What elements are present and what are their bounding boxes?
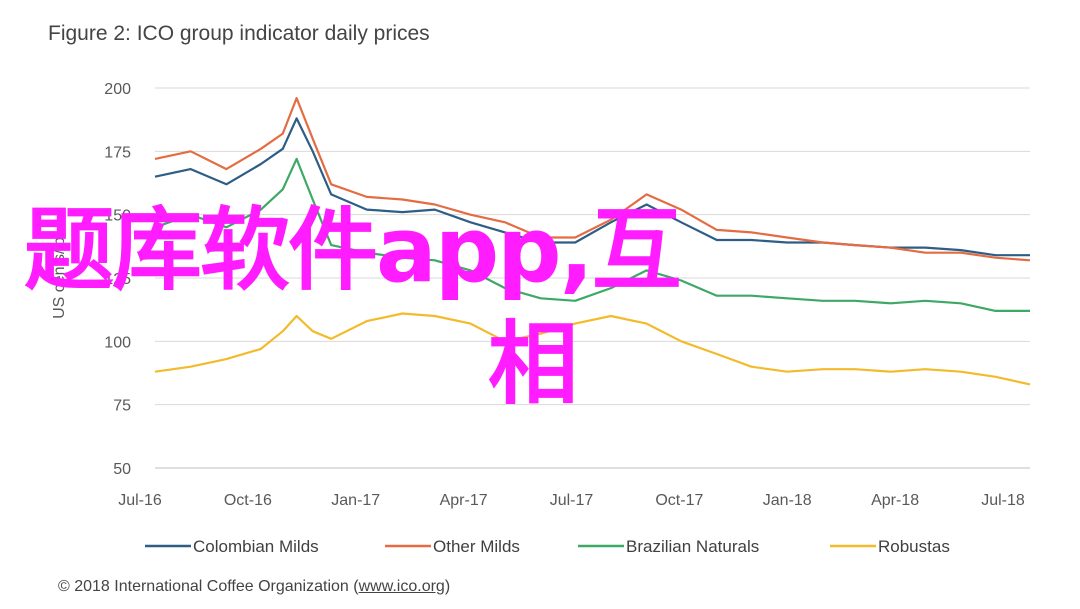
footer-prefix: © 2018 International Coffee Organization…	[58, 578, 359, 595]
y-tick-label: 50	[113, 461, 131, 478]
copyright-footer: © 2018 International Coffee Organization…	[58, 578, 450, 596]
x-tick-label: Jan-18	[763, 492, 812, 509]
x-tick-label: Jan-17	[331, 492, 380, 509]
series-line-robustas	[154, 312, 1031, 386]
y-tick-label: 75	[113, 398, 131, 415]
x-tick-label: Apr-17	[440, 492, 488, 509]
legend-label: Colombian Milds	[193, 537, 319, 556]
series-line-colombian-milds	[154, 117, 1030, 257]
x-tick-label: Oct-16	[224, 492, 272, 509]
legend-label: Other Milds	[433, 537, 520, 556]
y-tick-label: 175	[104, 144, 131, 161]
x-tick-label: Jul-16	[118, 492, 162, 509]
legend-label: Brazilian Naturals	[626, 537, 759, 556]
y-tick-label: 125	[104, 271, 131, 288]
footer-suffix: )	[444, 578, 451, 595]
y-tick-label: 150	[104, 208, 131, 225]
x-tick-label: Jul-17	[550, 492, 594, 509]
x-tick-label: Jul-18	[981, 492, 1025, 509]
y-axis-label: US cents/lb	[51, 237, 68, 319]
x-tick-label: Apr-18	[871, 492, 919, 509]
legend-label: Robustas	[878, 537, 950, 556]
x-tick-label: Oct-17	[655, 492, 703, 509]
footer-link[interactable]: www.ico.org	[358, 578, 445, 595]
series-line-brazilian-naturals	[154, 157, 1030, 312]
series-line-other-milds	[154, 97, 1031, 262]
y-tick-label: 100	[104, 334, 131, 351]
chart-title: Figure 2: ICO group indicator daily pric…	[48, 22, 430, 45]
y-tick-label: 200	[104, 81, 131, 98]
